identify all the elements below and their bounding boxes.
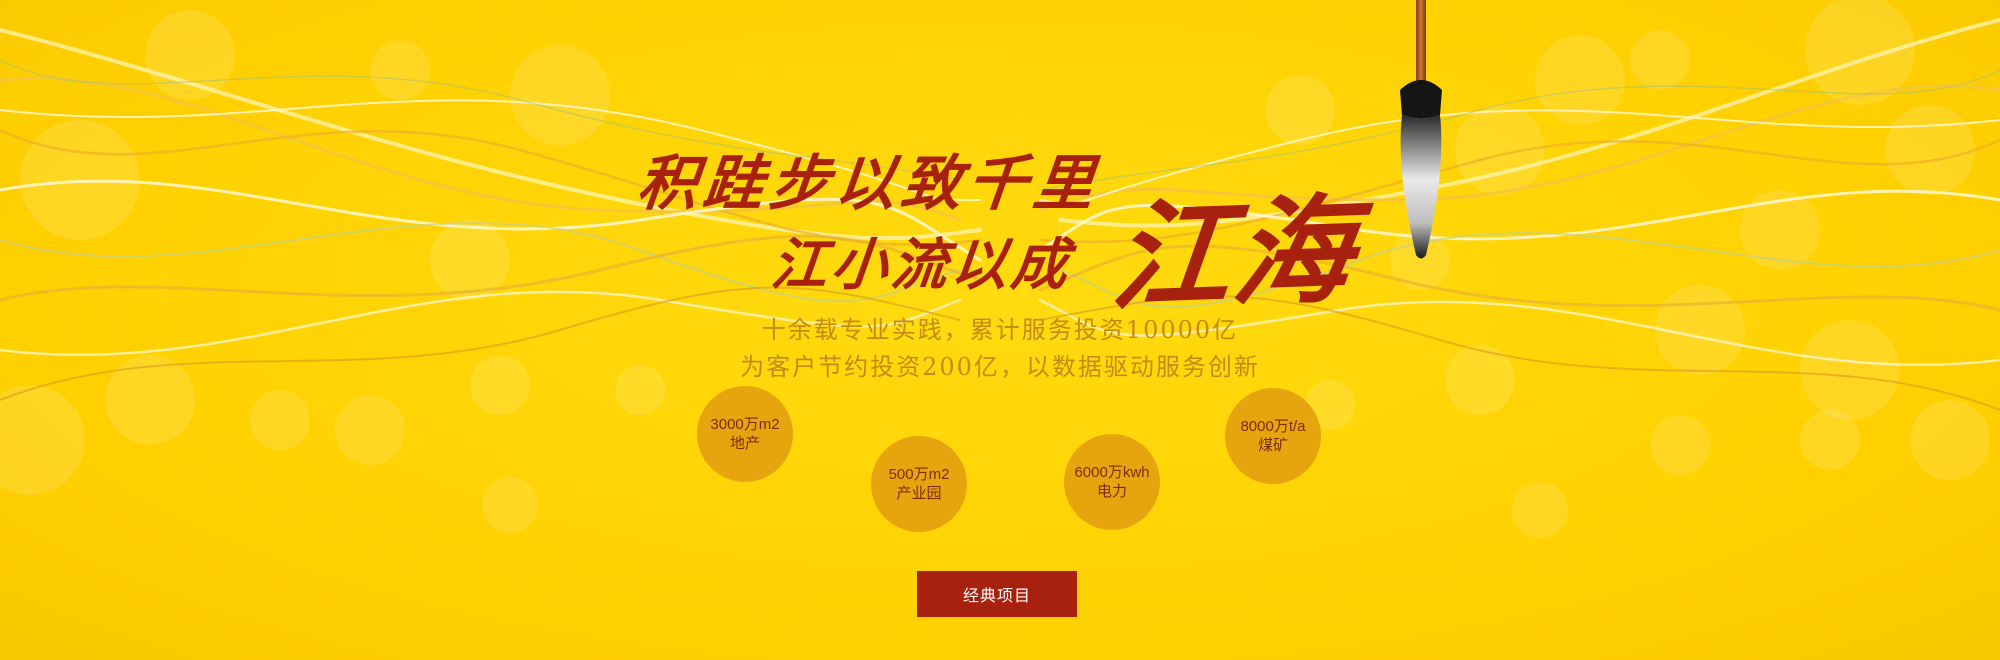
headline-big-text: 江海: [1106, 179, 1362, 328]
headline-line-1: 积跬步以致千里: [633, 149, 1104, 219]
subtitle-line-2: 为客户节约投资200亿，以数据驱动服务创新: [740, 353, 1260, 381]
headline-line-2: 江小流以成: [768, 232, 1075, 298]
classic-projects-button[interactable]: 经典项目: [917, 571, 1077, 617]
stat-label: 煤矿: [1257, 437, 1288, 454]
stat-real-estate: 3000万m2 地产: [697, 386, 793, 482]
stat-value: 3000万m2: [710, 416, 780, 433]
stat-value: 6000万kwh: [1074, 464, 1150, 481]
subtitle-line-1: 十余载专业实践，累计服务投资10000亿: [761, 316, 1239, 344]
stat-label: 产业园: [896, 485, 942, 502]
stat-value: 500万m2: [888, 466, 950, 483]
stat-electricity: 6000万kwh 电力: [1064, 434, 1160, 530]
stat-industrial-park: 500万m2 产业园: [871, 436, 967, 532]
calligraphy-brush-icon: [1400, 0, 1442, 259]
stat-label: 电力: [1096, 483, 1127, 500]
headline: 积跬步以致千里 江小流以成 江海: [630, 130, 1390, 327]
stat-coal-mine: 8000万t/a 煤矿: [1225, 388, 1321, 484]
stat-value: 8000万t/a: [1240, 418, 1306, 435]
stat-label: 地产: [729, 435, 760, 452]
